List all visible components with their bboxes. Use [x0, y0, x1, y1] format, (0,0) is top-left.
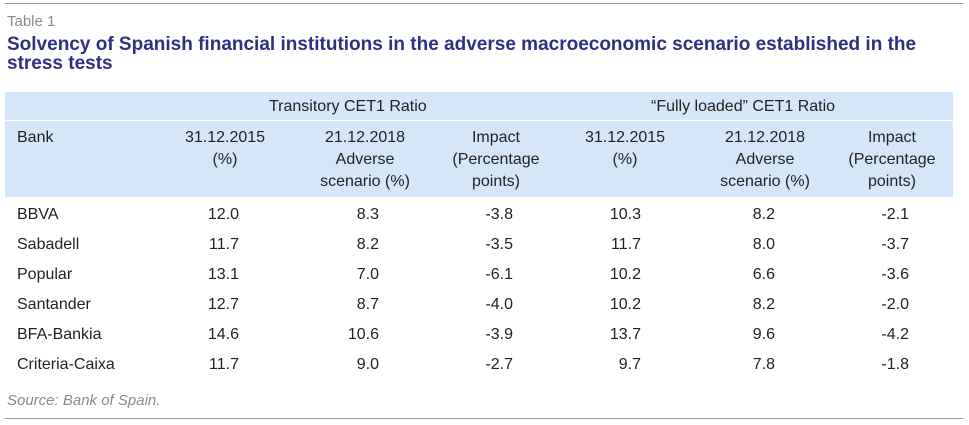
cell-transitory-2015: 12.7: [207, 296, 239, 313]
cell-bank: Santander: [17, 296, 91, 313]
cell-bank: BFA-Bankia: [17, 326, 102, 343]
table-row: BFA-Bankia 14.6 10.6 -3.9 13.7 9.6 -4.2: [5, 320, 953, 350]
cell-fully-loaded-2018: 8.2: [752, 206, 775, 223]
cell-bank: Popular: [17, 266, 73, 283]
cell-fully-loaded-impact: -3.7: [881, 236, 909, 253]
column-header-transitory-2018: 21.12.2018 Adverse scenario (%): [320, 129, 410, 190]
table-label: Table 1: [7, 13, 56, 30]
cell-bank: Criteria-Caixa: [17, 356, 115, 373]
cell-transitory-2018: 8.7: [356, 296, 379, 313]
group-divider: [5, 120, 953, 121]
cell-fully-loaded-2018: 6.6: [752, 266, 775, 283]
group-label-transitory: Transitory CET1 Ratio: [269, 98, 427, 115]
cell-fully-loaded-2015: 11.7: [611, 236, 641, 253]
table-title: Solvency of Spanish financial institutio…: [7, 34, 917, 74]
cell-fully-loaded-2015: 9.7: [618, 356, 641, 373]
cell-fully-loaded-impact: -1.8: [881, 356, 909, 373]
cell-transitory-2018: 8.3: [356, 206, 379, 223]
cell-transitory-2018: 8.2: [356, 236, 379, 253]
cell-transitory-impact: -3.9: [485, 326, 513, 343]
cell-transitory-2015: 12.0: [207, 206, 239, 223]
cell-fully-loaded-2015: 10.2: [609, 296, 641, 313]
cell-transitory-2015: 13.1: [207, 266, 239, 283]
cell-fully-loaded-2015: 10.2: [609, 266, 641, 283]
cell-transitory-impact: -2.7: [485, 356, 513, 373]
cell-fully-loaded-2015: 10.3: [609, 206, 641, 223]
bottom-rule: [5, 418, 963, 419]
column-header-transitory-2015: 31.12.2015 (%): [184, 129, 266, 168]
group-label-fully-loaded: “Fully loaded” CET1 Ratio: [651, 98, 836, 115]
cell-transitory-impact: -4.0: [485, 296, 513, 313]
cell-fully-loaded-2018: 8.0: [752, 236, 775, 253]
table-row: Criteria-Caixa 11.7 9.0 -2.7 9.7 7.8 -1.8: [5, 350, 953, 380]
header-band: [5, 92, 953, 197]
cell-fully-loaded-impact: -4.2: [881, 326, 909, 343]
cell-fully-loaded-2018: 8.2: [752, 296, 775, 313]
cell-transitory-2015: 11.7: [209, 236, 239, 253]
table-row: Sabadell 11.7 8.2 -3.5 11.7 8.0 -3.7: [5, 230, 953, 260]
cell-fully-loaded-2018: 7.8: [752, 356, 775, 373]
cell-fully-loaded-impact: -2.1: [881, 206, 909, 223]
cell-transitory-impact: -6.1: [485, 266, 513, 283]
cell-fully-loaded-impact: -2.0: [881, 296, 909, 313]
column-header-transitory-impact: Impact (Percentage points): [452, 129, 540, 190]
table-row: BBVA 12.0 8.3 -3.8 10.3 8.2 -2.1: [5, 200, 953, 230]
column-header-fully-loaded-2018: 21.12.2018 Adverse scenario (%): [720, 129, 810, 190]
cell-bank: Sabadell: [17, 236, 80, 253]
cell-transitory-2018: 9.0: [356, 356, 379, 373]
cell-transitory-2018: 10.6: [347, 326, 379, 343]
top-rule: [5, 3, 963, 4]
column-header-bank: Bank: [17, 129, 54, 146]
cell-transitory-2018: 7.0: [356, 266, 379, 283]
cell-fully-loaded-impact: -3.6: [881, 266, 909, 283]
table-row: Popular 13.1 7.0 -6.1 10.2 6.6 -3.6: [5, 260, 953, 290]
source-note: Source: Bank of Spain.: [7, 392, 161, 409]
cell-transitory-impact: -3.8: [485, 206, 513, 223]
column-header-fully-loaded-2015: 31.12.2015 (%): [584, 129, 666, 168]
column-header-fully-loaded-impact: Impact (Percentage points): [848, 129, 936, 190]
cell-transitory-2015: 11.7: [209, 356, 239, 373]
cell-transitory-impact: -3.5: [485, 236, 513, 253]
cell-fully-loaded-2018: 9.6: [752, 326, 775, 343]
table-row: Santander 12.7 8.7 -4.0 10.2 8.2 -2.0: [5, 290, 953, 320]
cell-fully-loaded-2015: 13.7: [609, 326, 641, 343]
cell-bank: BBVA: [17, 206, 59, 223]
cell-transitory-2015: 14.6: [207, 326, 239, 343]
